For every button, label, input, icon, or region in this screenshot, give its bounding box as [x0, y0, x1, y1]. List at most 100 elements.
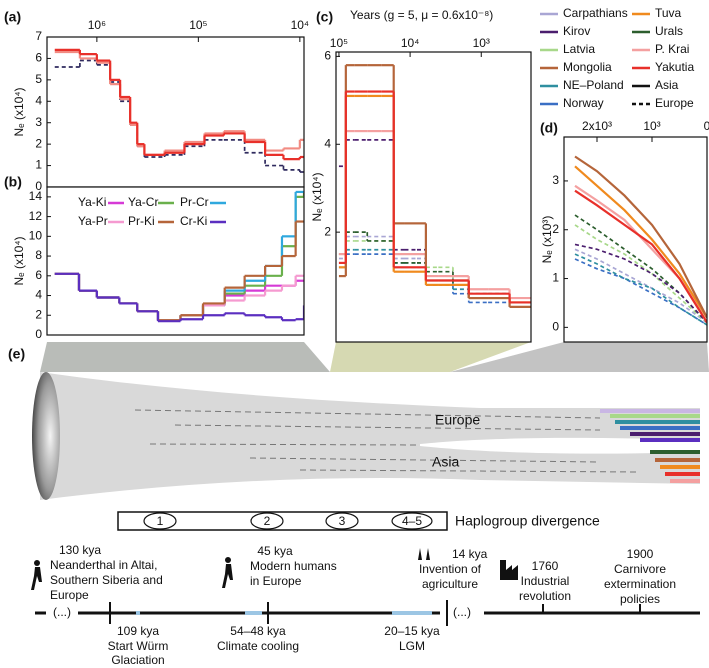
y-tick-label: 4: [35, 93, 42, 107]
haplogroup-marker: [250, 512, 284, 530]
haplogroup-marker: [325, 512, 359, 530]
y-tick-label: 1: [552, 271, 559, 285]
legend-label: Cr-Ki: [180, 214, 207, 228]
plot-area: [564, 137, 707, 342]
x-tick-label: 10⁵: [189, 18, 207, 32]
y-tick-label: 10: [29, 229, 43, 243]
legend-label: Europe: [655, 96, 694, 110]
y-tick-label: 4: [35, 288, 42, 302]
event-text: revolution: [519, 589, 571, 603]
event-date: 54–48 kya: [230, 624, 286, 638]
zoom-connector: [330, 342, 531, 372]
y-axis-label: Nₑ (x10⁴): [12, 88, 26, 137]
y-tick-label: 5: [35, 72, 42, 86]
event-text: in Europe: [250, 574, 302, 588]
population-cone: [40, 372, 700, 500]
plot-series: [54, 190, 304, 323]
event-text: Invention of: [419, 562, 482, 576]
legend-label: Urals: [655, 24, 683, 38]
legend-label: Kirov: [563, 24, 590, 38]
y-tick-label: 4: [324, 136, 331, 150]
event-text: agriculture: [422, 577, 478, 591]
y-tick-label: 6: [35, 51, 42, 65]
cone-mouth: [32, 372, 60, 500]
haplogroup-label: 4–5: [402, 514, 422, 528]
haplogroup-label: 1: [157, 514, 164, 528]
event-ticks: [109, 600, 641, 626]
legend-label: Carpathians: [563, 6, 628, 20]
y-tick-label: 0: [35, 327, 42, 341]
timeline-break: (...): [53, 605, 71, 619]
legend-label: Yakutia: [655, 60, 694, 74]
y-tick-label: 3: [552, 173, 559, 187]
x-tick-label: 10³: [473, 36, 490, 50]
haplogroup-box: [117, 511, 448, 531]
event-text: Neanderthal in Altai,: [50, 558, 157, 572]
event-text: policies: [620, 592, 660, 606]
haplogroup-marker: [143, 512, 177, 530]
panel-label: (c): [316, 9, 333, 25]
plot-series: [574, 155, 707, 326]
y-tick-label: 7: [35, 29, 42, 43]
branch-split: [420, 437, 700, 454]
haplogroup-title: Haplogroup divergence: [455, 513, 600, 529]
series-line: [574, 165, 707, 319]
x-tick-label: 10⁴: [291, 18, 310, 32]
series-line: [574, 248, 707, 324]
europe-label: Europe: [435, 412, 480, 428]
legend-label: Ya-Pr: [78, 214, 108, 228]
y-tick-label: 6: [35, 268, 42, 282]
legend-label: Ya-Cr: [128, 195, 158, 209]
zoom-connector: [450, 342, 709, 372]
haplogroup-label: 3: [339, 514, 346, 528]
y-tick-label: 6: [324, 49, 331, 63]
series-line: [574, 224, 707, 324]
asia-label: Asia: [432, 454, 459, 470]
legend-label: Norway: [563, 96, 604, 110]
legend-label: Ya-Ki: [78, 195, 106, 209]
y-tick-label: 0: [552, 320, 559, 334]
panel-label: (e): [8, 346, 25, 362]
event-text: Modern humans: [250, 559, 337, 573]
series-line: [574, 214, 707, 324]
event-text: Glaciation: [111, 653, 164, 667]
event-text: Carnivore: [614, 562, 666, 576]
event-text: Southern Siberia and: [50, 573, 163, 587]
event-date: 45 kya: [257, 544, 293, 558]
panel-label: (a): [4, 9, 21, 25]
y-tick-label: 14: [29, 189, 43, 203]
series-line: [574, 258, 707, 326]
legend-label: NE–Poland: [563, 78, 624, 92]
event-date: 1900: [627, 547, 654, 561]
event-text: LGM: [399, 639, 425, 653]
x-tick-label: 10³: [643, 119, 660, 133]
event-text: Start Würm: [108, 639, 169, 653]
y-tick-label: 2: [552, 222, 559, 236]
x-tick-label: 2x10³: [582, 119, 612, 133]
haplogroup-label: 2: [264, 514, 271, 528]
y-axis-label: Nₑ (x10³): [540, 216, 554, 264]
event-date: 14 kya: [452, 547, 488, 561]
y-tick-label: 2: [35, 307, 42, 321]
event-text: Climate cooling: [217, 639, 299, 653]
plot-area: [47, 37, 304, 187]
haplogroup-marker: [391, 512, 433, 530]
plot-series: [338, 64, 531, 308]
legend-label: Latvia: [563, 42, 595, 56]
legend-label: P. Krai: [655, 42, 689, 56]
event-date: 20–15 kya: [384, 624, 440, 638]
series-line: [574, 155, 707, 319]
plot-frame: [46, 186, 305, 336]
legend-label: Asia: [655, 78, 679, 92]
x-tick-label: 10⁴: [401, 36, 420, 50]
icons: [31, 548, 518, 590]
x-axis-label: Years (g = 5, μ = 0.6x10⁻⁸): [350, 8, 493, 22]
panel-label: (b): [4, 174, 22, 190]
legend-label: Pr-Ki: [128, 214, 155, 228]
plot-frame: [563, 136, 708, 343]
legend-label: Mongolia: [563, 60, 612, 74]
lineage-lines: [134, 409, 641, 473]
y-axis-label: Nₑ (x10⁴): [12, 237, 26, 286]
x-tick-label: 10⁵: [330, 36, 348, 50]
